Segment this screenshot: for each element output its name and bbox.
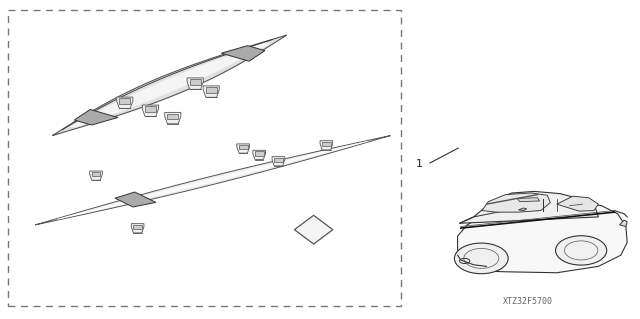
Polygon shape xyxy=(145,107,156,112)
Polygon shape xyxy=(517,198,540,202)
Polygon shape xyxy=(458,199,627,273)
Polygon shape xyxy=(74,109,118,125)
Polygon shape xyxy=(167,114,179,119)
Ellipse shape xyxy=(454,243,508,274)
Polygon shape xyxy=(52,35,287,136)
Polygon shape xyxy=(90,171,102,180)
Polygon shape xyxy=(274,158,283,162)
Polygon shape xyxy=(255,152,264,156)
Polygon shape xyxy=(133,225,142,229)
Polygon shape xyxy=(189,79,201,85)
Polygon shape xyxy=(131,224,144,233)
Polygon shape xyxy=(119,98,131,104)
Ellipse shape xyxy=(556,236,607,265)
Polygon shape xyxy=(57,141,369,219)
Text: XTZ32F5700: XTZ32F5700 xyxy=(503,297,553,306)
Polygon shape xyxy=(203,86,220,97)
Polygon shape xyxy=(164,112,181,124)
Polygon shape xyxy=(239,145,248,149)
Bar xyxy=(8,10,401,306)
Polygon shape xyxy=(294,215,333,244)
Polygon shape xyxy=(221,46,265,61)
Polygon shape xyxy=(116,97,133,108)
Polygon shape xyxy=(205,87,217,93)
Polygon shape xyxy=(322,142,331,146)
Polygon shape xyxy=(237,144,250,153)
Polygon shape xyxy=(557,196,598,211)
Polygon shape xyxy=(518,208,527,211)
Polygon shape xyxy=(320,141,333,150)
Polygon shape xyxy=(115,192,156,207)
Polygon shape xyxy=(272,157,285,166)
Polygon shape xyxy=(482,193,550,212)
Text: 1: 1 xyxy=(415,159,422,169)
Polygon shape xyxy=(253,150,266,160)
Polygon shape xyxy=(70,43,269,128)
Polygon shape xyxy=(142,105,159,116)
Polygon shape xyxy=(620,220,627,226)
Polygon shape xyxy=(460,191,598,223)
Polygon shape xyxy=(187,78,204,89)
Polygon shape xyxy=(35,136,390,225)
Polygon shape xyxy=(92,172,100,176)
